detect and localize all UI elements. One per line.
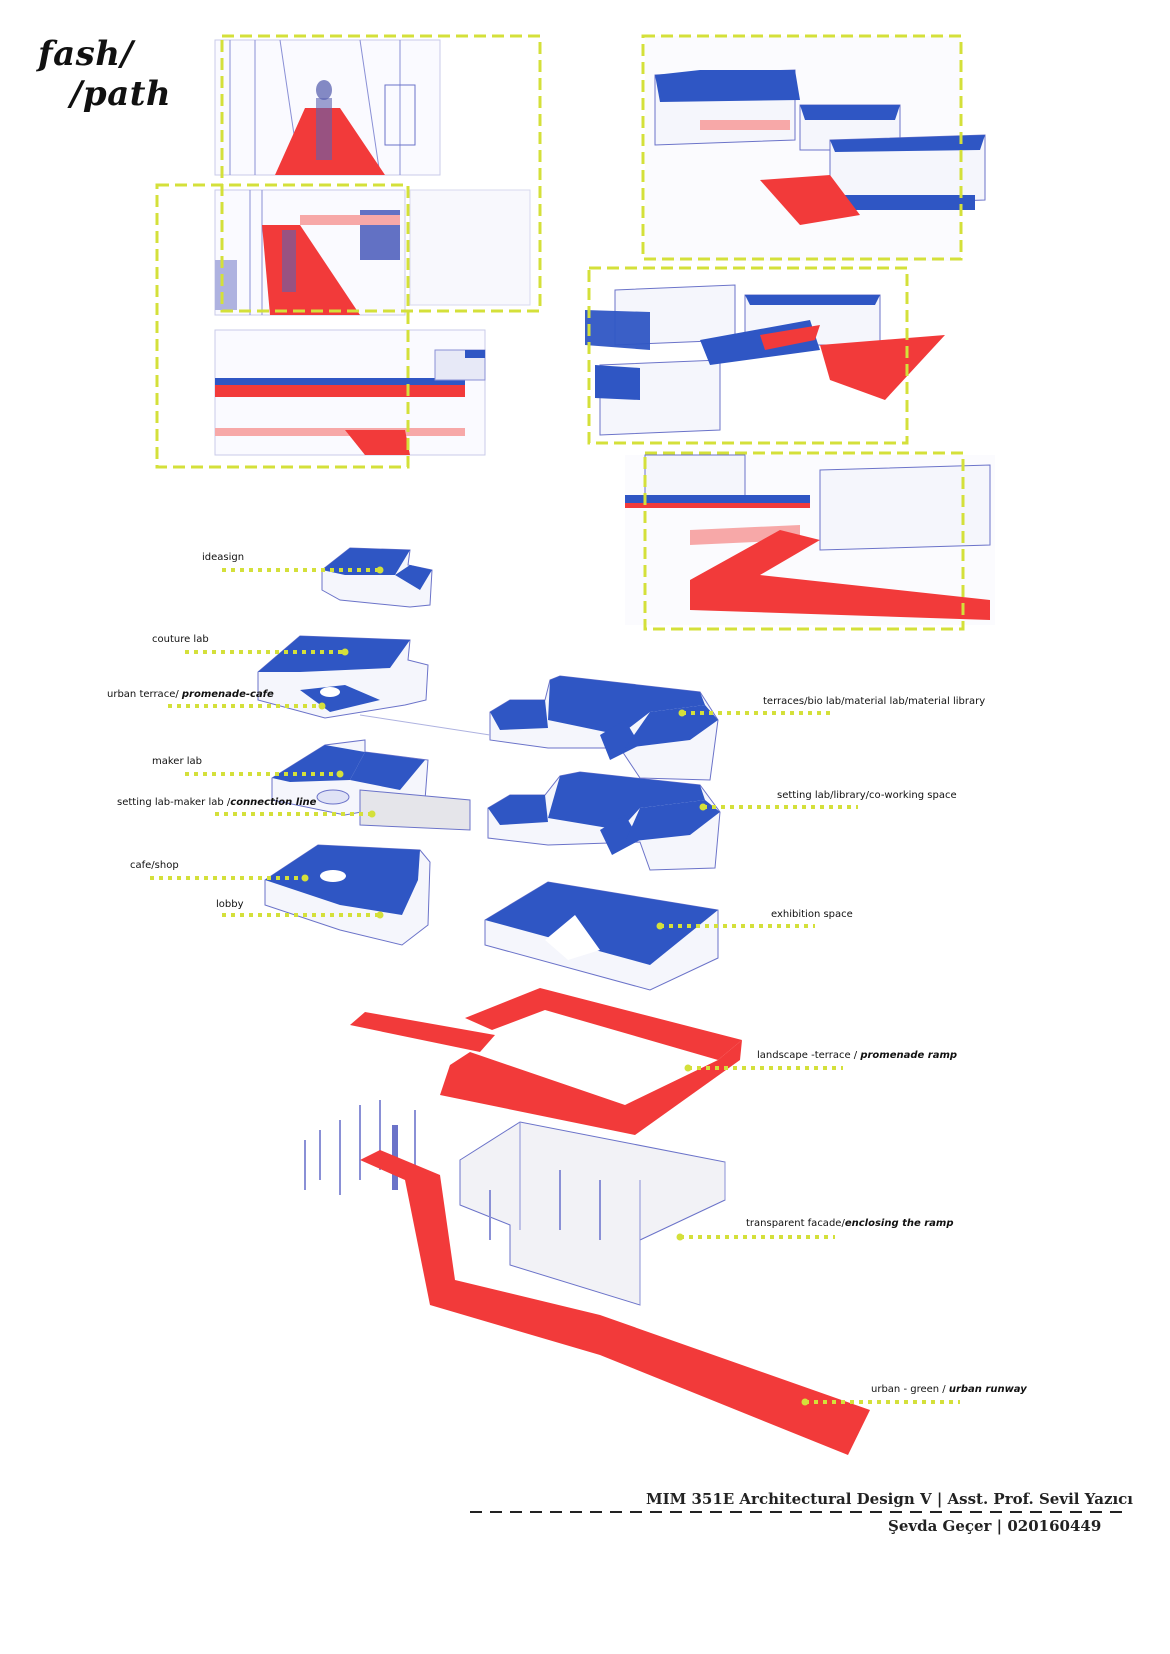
label-urban-terrace: urban terrace/ promenade-cafe (107, 689, 274, 700)
axon-exhibition-block (484, 881, 719, 991)
axon-cafe-lobby-block (264, 844, 431, 946)
label-lobby: lobby (216, 899, 244, 910)
leader-dots (301, 566, 809, 1406)
perspective-bridge (214, 329, 486, 456)
label-runway: urban - green / urban runway (871, 1384, 1027, 1395)
axon-setting-block (487, 771, 721, 871)
label-terraces: terraces/bio lab/material lab/material l… (763, 696, 986, 707)
dashed-frame-a (220, 34, 542, 313)
label-exhibition: exhibition space (771, 909, 853, 920)
aerial-render-3 (625, 454, 995, 625)
label-landscape: landscape -terrace / promenade ramp (757, 1050, 958, 1061)
axon-terraces-block (359, 675, 719, 781)
axon-promenade-ramp (350, 988, 742, 1135)
dashed-frame-e (643, 451, 965, 631)
title-line-1: fash/ (38, 34, 134, 74)
label-maker-lab: maker lab (152, 756, 202, 767)
label-facade: transparent facade/enclosing the ramp (746, 1218, 954, 1229)
axon-ideasign-block (321, 547, 433, 608)
axon-couture-block (257, 635, 429, 719)
footer-course: MIM 351E Architectural Design V | Asst. … (646, 1490, 1133, 1508)
title-line-2: /path (70, 74, 172, 114)
label-setting-lab-connection: setting lab-maker lab /connection line (117, 797, 317, 808)
aerial-render-1 (645, 36, 986, 261)
dashed-frame-d (587, 266, 909, 445)
perspective-corridor-1 (214, 39, 441, 176)
leader-lines (150, 568, 960, 1404)
footer-student: Şevda Geçer | 020160449 (888, 1517, 1102, 1535)
aerial-render-2 (585, 284, 945, 436)
dashed-frame-b (155, 183, 410, 469)
perspective-corridor-2 (214, 189, 531, 316)
label-cafe-shop: cafe/shop (130, 860, 179, 871)
label-ideasign: ideasign (202, 552, 245, 563)
axon-urban-runway (360, 1150, 870, 1455)
axon-maker-block (271, 739, 471, 831)
axon-transparent-facade (304, 1100, 726, 1306)
label-couture-lab: couture lab (152, 634, 209, 645)
label-setting-library: setting lab/library/co-working space (777, 790, 957, 801)
